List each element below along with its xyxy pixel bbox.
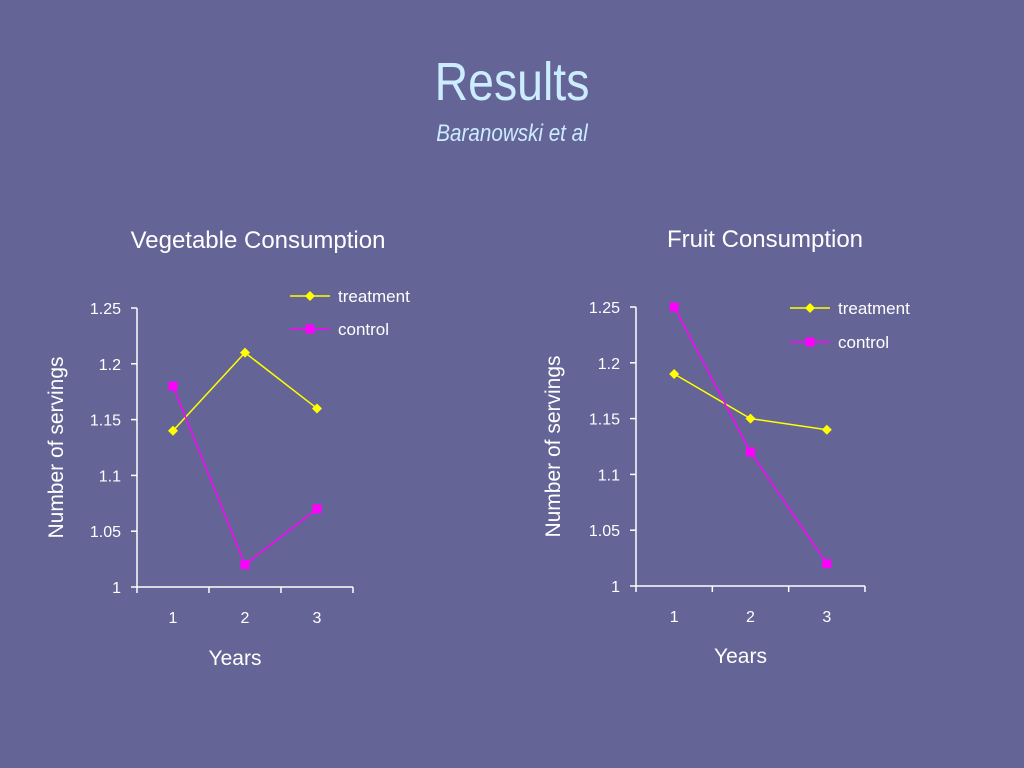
slide-title: Results	[434, 52, 590, 112]
x-tick-label: 1	[169, 610, 178, 627]
data-point-treatment	[240, 347, 250, 358]
y-tick-label: 1	[112, 580, 121, 597]
y-tick-label: 1.1	[598, 467, 620, 484]
x-tick-label: 3	[313, 610, 322, 627]
y-tick-label: 1.1	[99, 468, 121, 485]
y-tick-label: 1.2	[99, 357, 121, 374]
legend-label-treatment: treatment	[838, 299, 910, 318]
legend-marker-treatment	[305, 291, 315, 301]
x-tick-label: 2	[241, 610, 250, 627]
chart-title: Vegetable Consumption	[131, 227, 386, 254]
legend-marker-treatment	[805, 303, 815, 313]
data-point-treatment	[312, 403, 322, 414]
y-axis-label: Number of servings	[542, 355, 565, 537]
y-tick-label: 1.05	[90, 524, 121, 541]
series-line-control	[673, 306, 828, 565]
y-tick-label: 1.15	[90, 413, 121, 430]
chart-title: Fruit Consumption	[667, 226, 863, 253]
data-point-control	[746, 447, 755, 457]
y-tick-label: 1.25	[90, 301, 121, 318]
x-axis-label: Years	[714, 645, 767, 668]
data-point-treatment	[168, 425, 178, 436]
legend-marker-control	[305, 324, 315, 334]
y-tick-label: 1.05	[589, 523, 620, 540]
y-tick-label: 1.25	[589, 300, 620, 317]
data-point-control	[822, 559, 832, 569]
x-tick-label: 2	[746, 609, 755, 626]
data-point-control	[312, 504, 322, 514]
x-axis-label: Years	[209, 647, 262, 670]
data-point-treatment	[669, 368, 680, 379]
legend-marker-control	[805, 337, 815, 347]
x-tick-label: 1	[670, 609, 679, 626]
y-axis-label: Number of servings	[45, 356, 68, 538]
y-tick-label: 1.15	[589, 412, 620, 429]
legend-label-control: control	[338, 320, 389, 339]
slide-subtitle: Baranowski et al	[436, 120, 588, 147]
data-point-control	[168, 381, 178, 391]
data-point-control	[669, 302, 679, 312]
x-tick-label: 3	[822, 609, 831, 626]
legend-label-treatment: treatment	[338, 287, 410, 306]
data-point-control	[240, 560, 250, 570]
data-point-treatment	[821, 424, 832, 435]
data-point-treatment	[745, 413, 756, 424]
y-tick-label: 1.2	[598, 356, 620, 373]
y-tick-label: 1	[611, 579, 620, 596]
legend-label-control: control	[838, 333, 889, 352]
